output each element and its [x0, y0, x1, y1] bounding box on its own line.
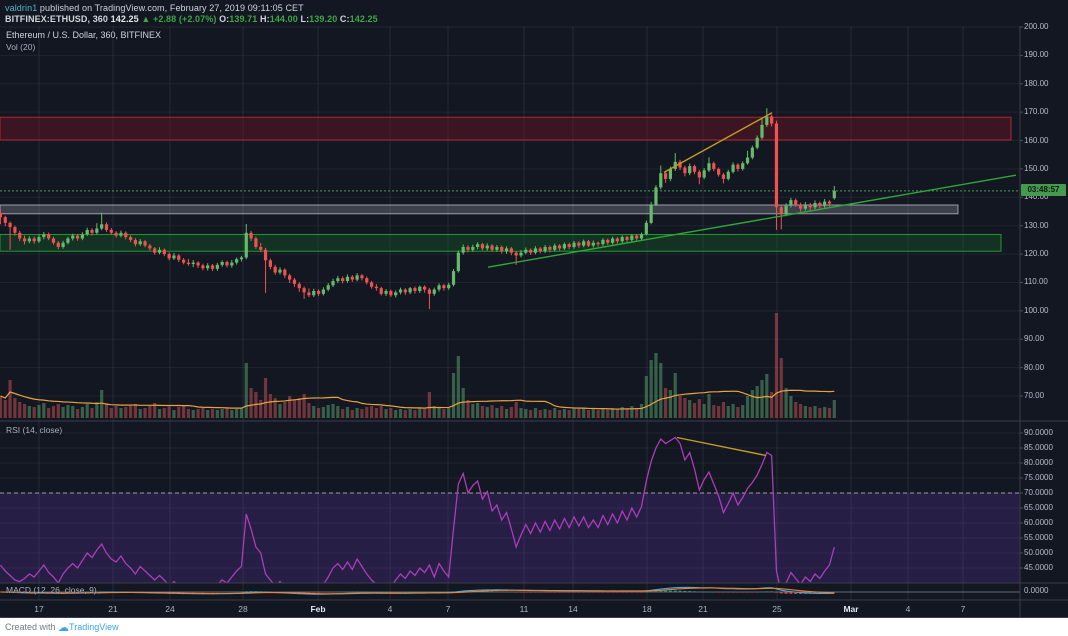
time-axis-label: 24 [165, 604, 175, 614]
volume-series [0, 313, 836, 418]
publish-byline: valdrin1 published on TradingView.com, F… [5, 3, 304, 13]
price-axis-label: 140.00 [1024, 192, 1049, 202]
close-label: C: [339, 14, 350, 24]
symbol-name[interactable]: BITFINEX:ETHUSD, 360 [5, 14, 109, 24]
price-axis-label: 170.00 [1024, 107, 1049, 117]
time-axis-label: 17 [34, 604, 44, 614]
symbol-quote-line: BITFINEX:ETHUSD, 360 142.25 ▲ +2.88 (+2.… [5, 14, 378, 24]
close-value: 142.25 [349, 14, 378, 24]
time-axis-label: 14 [568, 604, 578, 614]
price-axis-label: 90.00 [1024, 334, 1045, 344]
tradingview-cloud-logo-icon: ☁ [58, 622, 70, 634]
rsi-indicator-legend[interactable]: RSI (14, close) [6, 425, 63, 435]
neutral-zone[interactable] [0, 204, 959, 215]
tradingview-brand-link[interactable]: TradingView [69, 622, 119, 632]
time-axis-label: 25 [772, 604, 782, 614]
main-series-legend[interactable]: Ethereum / U.S. Dollar, 360, BITFINEX [6, 30, 162, 40]
price-axis-label: 100.00 [1024, 305, 1049, 315]
time-axis-label: 4 [905, 604, 911, 614]
ascending-support-trendline[interactable] [487, 174, 1017, 268]
rsi-axis-label: 90.0000 [1024, 428, 1053, 437]
rsi-axis-label: 60.0000 [1024, 518, 1053, 527]
price-axis-label: 200.00 [1024, 22, 1049, 31]
rsi-band-fill [0, 493, 1020, 583]
time-axis-label: 21 [108, 604, 118, 614]
price-axis-label: 190.00 [1024, 50, 1049, 60]
high-label: H: [260, 14, 270, 24]
bar-close-countdown-label: 03:48:57 [1021, 184, 1066, 196]
chart-background [0, 0, 1068, 618]
price-axis-label: 120.00 [1024, 249, 1049, 259]
created-with-text: Created with [5, 622, 56, 632]
resistance-zone[interactable] [0, 116, 1012, 141]
rsi-axis-label: 70.0000 [1024, 488, 1053, 497]
price-axis-label: 150.00 [1024, 163, 1049, 173]
macd-indicator-legend[interactable]: MACD (12, 26, close, 9) [6, 585, 97, 595]
time-axis-label: 4 [387, 604, 393, 614]
time-axis-label: 7 [960, 604, 966, 614]
rsi-axis-label: 75.0000 [1024, 473, 1053, 482]
rsi-axis-label: 55.0000 [1024, 533, 1053, 542]
rsi-axis-label: 45.0000 [1024, 563, 1053, 572]
macd-zero-label: 0.0000 [1024, 586, 1049, 595]
low-label: L: [300, 14, 310, 24]
candlestick-series [0, 108, 836, 310]
rsi-axis-label: 65.0000 [1024, 503, 1053, 512]
time-axis-label: 28 [238, 604, 248, 614]
time-axis-label: 18 [642, 604, 652, 614]
price-axis-label: 110.00 [1024, 277, 1048, 287]
volume-indicator-legend[interactable]: Vol (20) [6, 42, 36, 52]
price-axis-label: 70.00 [1024, 391, 1045, 400]
volume-ma-line [0, 389, 835, 410]
price-axis-label: 130.00 [1024, 220, 1049, 230]
price-axis-label: 80.00 [1024, 362, 1045, 372]
rsi-axis-label: 50.0000 [1024, 548, 1053, 557]
low-value: 139.20 [309, 14, 338, 24]
drawing-zones[interactable] [0, 116, 1012, 252]
price-change: ▲ +2.88 (+2.07%) [141, 14, 217, 24]
grid [0, 26, 1020, 600]
time-axis-label: Mar [843, 604, 859, 614]
price-axis-label: 160.00 [1024, 135, 1049, 145]
last-price: 142.25 [110, 14, 139, 24]
time-axis-label: Feb [310, 604, 326, 614]
chart-canvas[interactable] [0, 0, 1068, 618]
author-username[interactable]: valdrin1 [5, 3, 38, 13]
time-axis-label: 7 [445, 604, 451, 614]
macd-signal-line [0, 587, 835, 595]
time-axis-label: 21 [698, 604, 708, 614]
publish-info: published on TradingView.com, February 2… [37, 3, 304, 13]
open-label: O: [219, 14, 230, 24]
time-axis-label: 11 [519, 604, 529, 614]
rsi-divergence-trendline[interactable] [676, 436, 767, 457]
price-axis-label: 180.00 [1024, 78, 1049, 88]
rsi-axis-label: 85.0000 [1024, 443, 1053, 452]
footer: Created with ☁TradingView [0, 618, 1068, 636]
bearish-peak-trendline[interactable] [663, 112, 773, 173]
rsi-line [0, 436, 835, 583]
rsi-axis-label: 80.0000 [1024, 458, 1053, 467]
high-value: 144.00 [269, 14, 298, 24]
open-value: 139.71 [229, 14, 258, 24]
